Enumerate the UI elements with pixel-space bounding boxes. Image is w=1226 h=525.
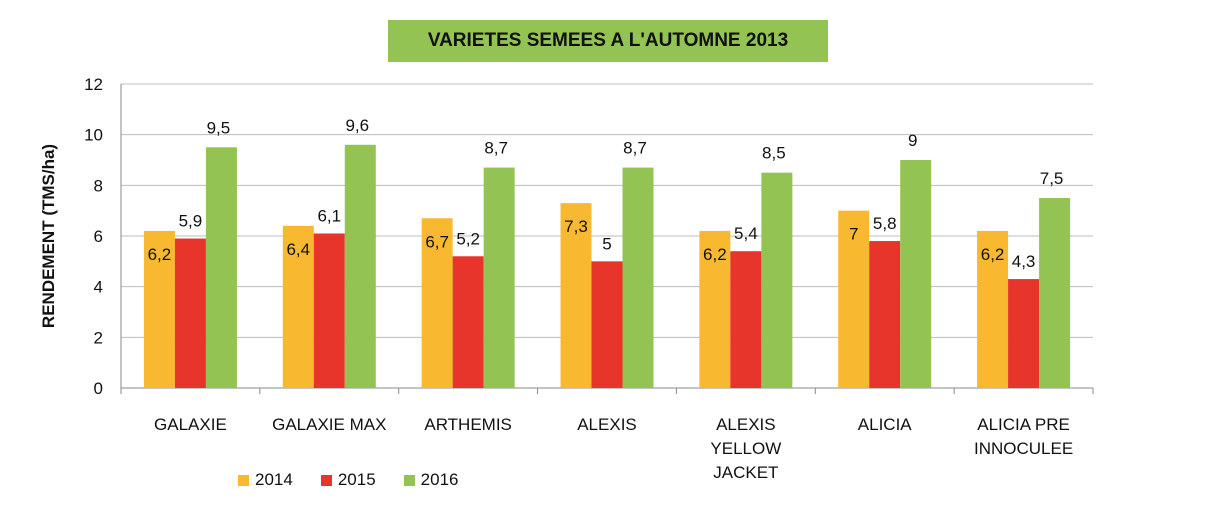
x-category-label: JACKET <box>713 463 778 482</box>
data-label-2016: 8,5 <box>762 144 786 163</box>
x-category-label: ALICIA <box>858 415 913 434</box>
data-label-2016: 8,7 <box>484 139 508 158</box>
data-label-2015: 5,4 <box>734 224 758 243</box>
bar-2014 <box>560 203 592 388</box>
y-axis-label: RENDEMENT (TMS/ha) <box>39 144 58 328</box>
bar-2015 <box>313 233 345 388</box>
x-category-label: GALAXIE MAX <box>272 415 386 434</box>
y-tick-label: 12 <box>84 75 103 94</box>
bar-2014 <box>143 230 175 388</box>
chart-title: VARIETES SEMEES A L'AUTOMNE 2013 <box>427 30 789 51</box>
x-category-label: ALEXIS <box>577 415 637 434</box>
bar-2014 <box>421 218 453 388</box>
bar-2014 <box>977 230 1009 388</box>
data-label-2014: 6,4 <box>286 240 310 259</box>
data-label-2014: 6,2 <box>703 245 727 264</box>
legend-label: 2015 <box>337 470 376 489</box>
data-label-2015: 5,9 <box>179 212 203 231</box>
data-label-2014: 7 <box>849 225 858 244</box>
legend-swatch <box>238 474 249 486</box>
x-category-label: ALICIA PRE <box>977 415 1070 434</box>
data-label-2016: 8,7 <box>623 139 647 158</box>
bar-2016 <box>344 144 376 388</box>
data-label-2016: 7,5 <box>1040 169 1064 188</box>
bar-2016 <box>761 172 793 388</box>
bar-2015 <box>1008 279 1040 388</box>
legend-item-2014: 2014 <box>238 470 293 490</box>
data-label-2015: 4,3 <box>1012 252 1036 271</box>
data-label-2016: 9,6 <box>345 116 369 135</box>
bar-2016 <box>483 167 515 388</box>
y-tick-label: 2 <box>94 328 103 347</box>
y-tick-label: 6 <box>94 227 103 246</box>
y-tick-label: 4 <box>94 278 103 297</box>
bar-2014 <box>282 225 314 388</box>
bar-2014 <box>699 230 731 388</box>
bar-2015 <box>452 256 484 388</box>
bar-2016 <box>622 167 654 388</box>
y-tick-label: 10 <box>84 126 103 145</box>
legend-label: 2014 <box>255 470 293 489</box>
chart-title-box: VARIETES SEMEES A L'AUTOMNE 2013 <box>388 20 828 62</box>
bar-2015 <box>174 238 206 388</box>
y-tick-label: 8 <box>94 176 103 195</box>
data-label-2014: 7,3 <box>564 217 588 236</box>
y-tick-label: 0 <box>94 379 103 398</box>
x-category-label: GALAXIE <box>154 415 227 434</box>
x-category-label: ALEXIS <box>716 415 776 434</box>
data-label-2014: 6,2 <box>148 245 172 264</box>
chart-legend: 2014 2015 2016 <box>238 470 486 490</box>
bar-2015 <box>730 251 762 388</box>
legend-label: 2016 <box>420 470 459 489</box>
x-category-label: YELLOW <box>710 439 781 458</box>
bar-2016 <box>205 147 237 388</box>
data-label-2014: 6,7 <box>425 232 449 251</box>
bar-2014 <box>838 210 870 388</box>
data-label-2015: 6,1 <box>317 206 341 225</box>
legend-item-2016: 2016 <box>403 470 459 490</box>
x-category-label: INNOCULEE <box>974 439 1073 458</box>
data-label-2014: 6,2 <box>981 245 1005 264</box>
bar-2015 <box>591 261 623 388</box>
bar-2016 <box>1039 198 1071 388</box>
legend-swatch <box>403 474 415 486</box>
x-category-label: ARTHEMIS <box>424 415 512 434</box>
data-label-2015: 5,2 <box>456 229 480 248</box>
bar-2015 <box>869 241 901 388</box>
legend-item-2015: 2015 <box>320 470 376 490</box>
data-label-2016: 9 <box>908 131 917 150</box>
legend-swatch <box>320 474 332 486</box>
data-label-2015: 5,8 <box>873 214 897 233</box>
data-label-2015: 5 <box>602 234 611 253</box>
bar-2016 <box>900 160 932 388</box>
data-label-2016: 9,5 <box>207 118 231 137</box>
